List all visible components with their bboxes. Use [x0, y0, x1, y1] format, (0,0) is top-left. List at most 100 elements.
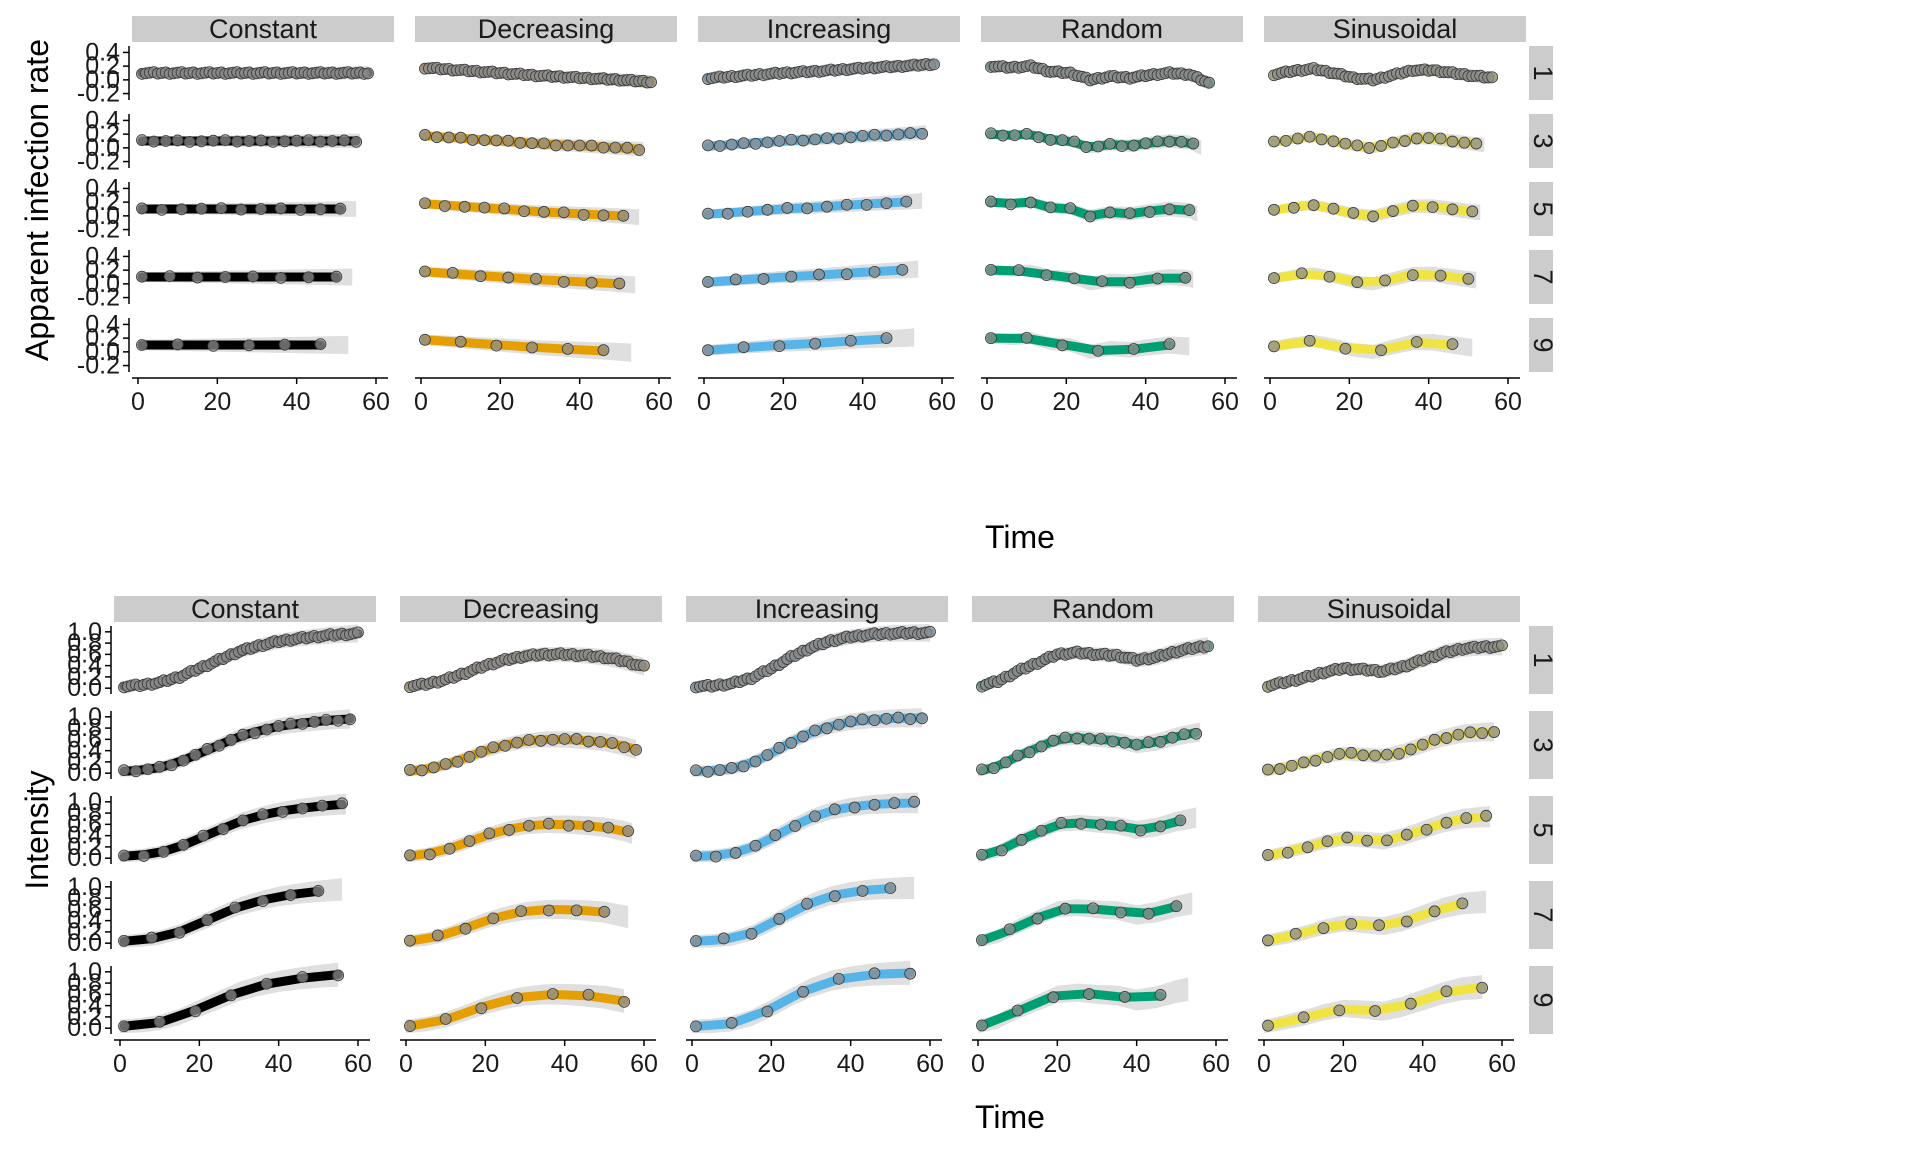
data-point — [741, 205, 754, 218]
facet-strip-label: Decreasing — [478, 14, 615, 44]
y-tick-label: -0.2 — [77, 352, 120, 380]
data-point — [459, 922, 472, 935]
data-point — [844, 715, 857, 728]
facet-strip-label: Random — [1061, 14, 1163, 44]
data-point — [801, 202, 814, 215]
data-point — [820, 722, 833, 735]
data-point — [1064, 202, 1077, 215]
data-point — [118, 849, 130, 862]
data-point — [908, 795, 921, 808]
data-point — [1104, 206, 1116, 219]
data-point — [526, 341, 538, 354]
data-point — [314, 135, 327, 148]
data-point — [985, 127, 997, 140]
x-tick-label: 60 — [362, 388, 390, 416]
data-point — [1004, 198, 1017, 211]
data-point — [1287, 201, 1300, 214]
data-point — [880, 712, 893, 725]
data-point — [1351, 276, 1364, 289]
x-tick-label: 0 — [971, 1050, 985, 1078]
data-point — [1092, 344, 1104, 357]
data-point — [1008, 129, 1021, 142]
y-tick-label: 0.4 — [67, 822, 102, 850]
data-point — [1190, 727, 1203, 740]
y-tick-label: 0.8 — [67, 884, 102, 912]
x-tick-label: 0 — [697, 388, 711, 416]
data-point — [1339, 137, 1352, 150]
data-point — [713, 140, 726, 152]
y-tick-label: 0.4 — [85, 174, 120, 202]
data-point — [557, 206, 570, 219]
y-tick-label: 0.0 — [67, 674, 102, 702]
data-point — [256, 808, 269, 821]
data-point — [1361, 834, 1374, 847]
data-point — [1080, 141, 1093, 153]
x-axis: 0 20 40 60 — [980, 377, 1239, 416]
panel — [1268, 130, 1485, 154]
data-point — [165, 759, 178, 772]
data-point — [597, 141, 610, 154]
data-point — [1142, 736, 1155, 749]
panel — [976, 892, 1193, 948]
data-point — [538, 137, 550, 150]
y-tick-label: 0.2 — [67, 918, 102, 946]
data-point — [478, 201, 491, 214]
data-point — [1087, 902, 1099, 915]
x-tick-label: 60 — [928, 388, 956, 416]
data-point — [801, 897, 813, 910]
x-tick-label: 20 — [185, 1050, 213, 1078]
y-tick-label: 0.0 — [85, 66, 120, 94]
panel: -0.20.00.20.4 — [77, 106, 363, 176]
data-point — [136, 270, 148, 283]
data-point — [153, 760, 166, 773]
row-strip — [1529, 114, 1553, 168]
data-point — [189, 748, 202, 761]
y-tick-label: 0.4 — [67, 737, 102, 765]
panel — [702, 328, 915, 357]
data-point — [928, 58, 940, 71]
x-tick-label: 40 — [837, 1050, 865, 1078]
data-point — [813, 268, 825, 281]
panel: 0.00.20.40.60.81.0 — [67, 873, 343, 957]
x-tick-label: 40 — [1123, 1050, 1151, 1078]
y-tick-label: 0.4 — [67, 652, 102, 680]
row-strip-label: 9 — [1528, 992, 1558, 1007]
data-point — [1139, 137, 1152, 150]
x-tick-label: 60 — [916, 1050, 944, 1078]
data-point — [312, 885, 325, 897]
row-strip — [1529, 796, 1553, 864]
data-point — [856, 885, 869, 897]
data-point — [1151, 135, 1164, 148]
data-point — [598, 905, 611, 918]
data-point — [362, 67, 374, 80]
data-point — [546, 733, 559, 746]
data-point — [1084, 210, 1097, 223]
row-strip — [1529, 318, 1553, 372]
y-tick-label: 0.8 — [67, 799, 102, 827]
panel — [1262, 890, 1487, 948]
data-point — [1333, 1004, 1346, 1017]
data-point — [1055, 817, 1068, 829]
data-point — [622, 825, 635, 838]
data-point — [1367, 210, 1380, 223]
x-tick-label: 0 — [399, 1050, 413, 1078]
ribbon — [1264, 975, 1483, 1034]
data-point — [1118, 736, 1131, 749]
data-point — [1398, 135, 1411, 147]
data-point — [1040, 269, 1053, 282]
y-tick-label: 0.2 — [67, 663, 102, 691]
data-point — [1369, 1005, 1381, 1017]
data-point — [141, 763, 154, 776]
data-point — [534, 734, 547, 747]
y-tick-label: 0.0 — [67, 844, 102, 872]
data-point — [1095, 732, 1107, 745]
data-point — [1381, 748, 1393, 761]
data-point — [1047, 734, 1060, 747]
data-point — [848, 801, 861, 814]
data-point — [542, 817, 555, 830]
x-tick-label: 0 — [1257, 1050, 1271, 1078]
data-point — [745, 927, 758, 940]
panel: -0.20.00.20.4 — [77, 242, 353, 312]
data-point — [582, 820, 595, 833]
y-tick-label: 0.0 — [85, 270, 120, 298]
